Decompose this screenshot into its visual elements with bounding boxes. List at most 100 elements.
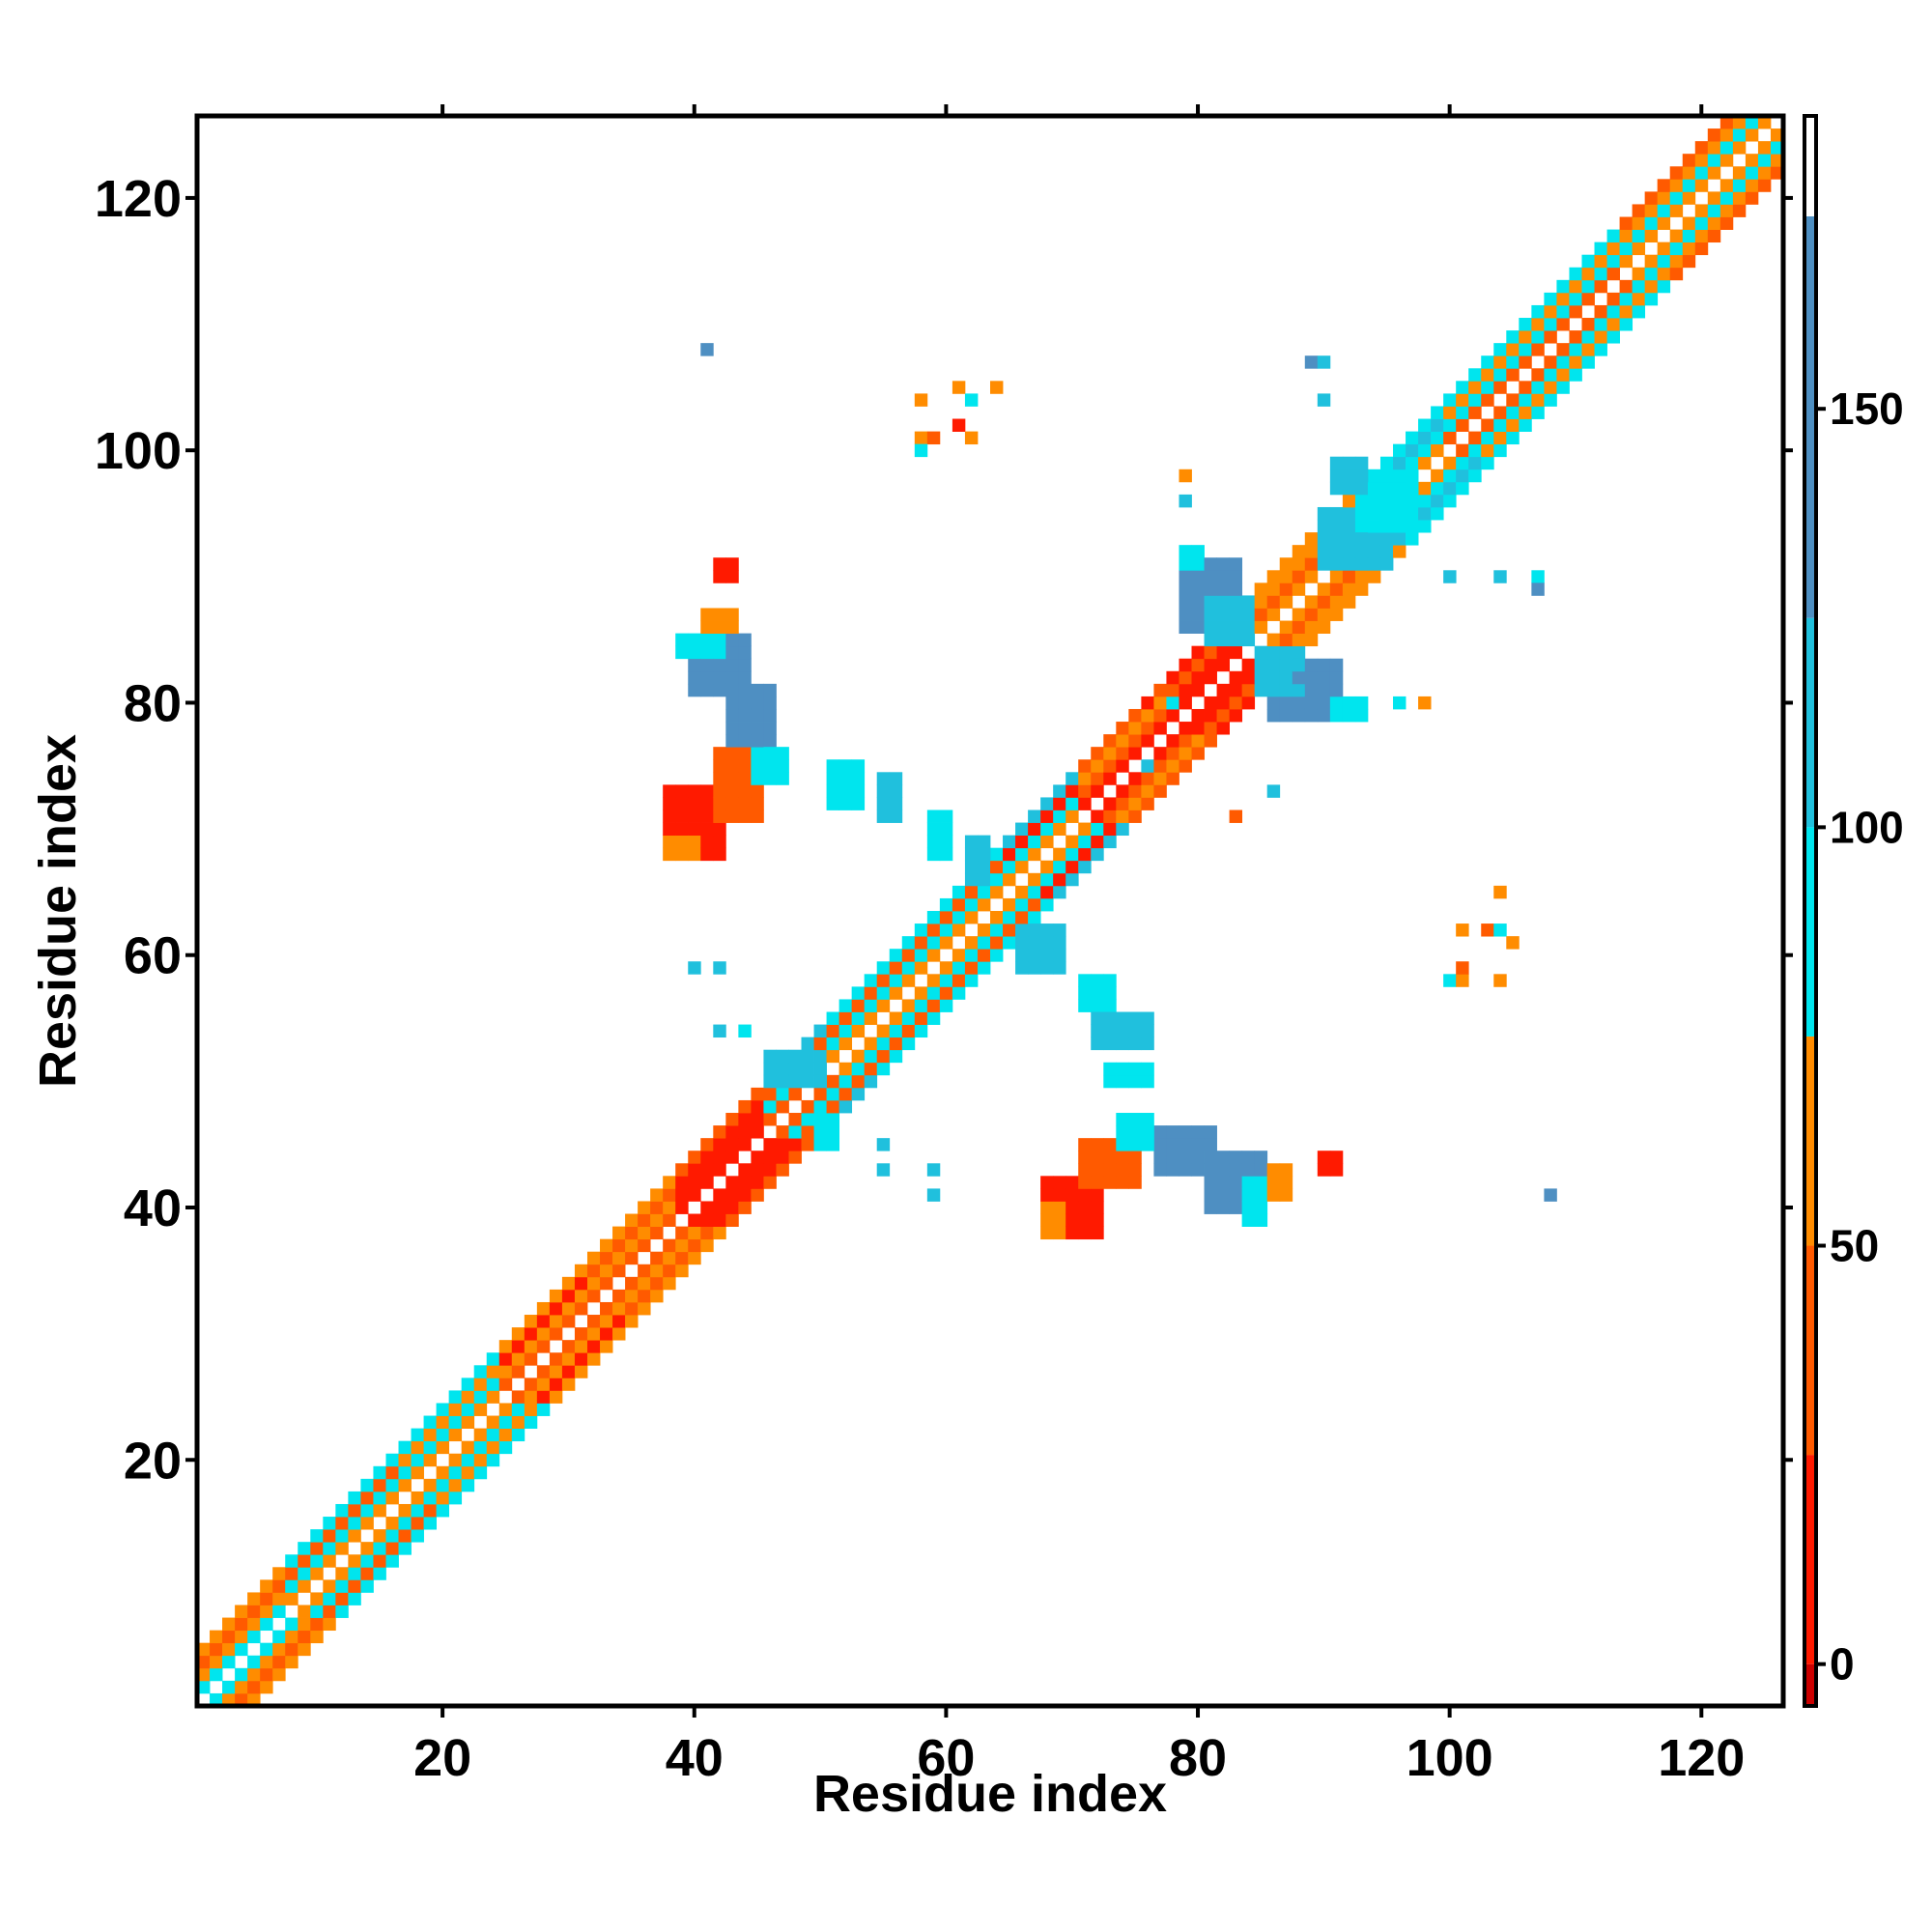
heatmap-cell [1078,1176,1092,1189]
heatmap-cell [1015,961,1029,975]
y-axis-ticks: 20 40 60 80 100 120 [95,170,1793,1490]
heatmap-cell [1053,949,1066,962]
heatmap-cell [851,797,866,810]
heatmap-cell [1367,570,1381,583]
colorbar-band [1804,116,1816,216]
heatmap-cell [926,923,941,937]
heatmap-cell [1569,368,1582,382]
heatmap-cell [1128,1163,1142,1177]
heatmap-cell [1103,797,1117,810]
heatmap-cell [298,1642,311,1657]
heatmap-cell [600,1251,613,1265]
heatmap-cell [1266,570,1281,583]
heatmap-cell [851,759,866,773]
x-axis-title: Residue index [813,1765,1167,1823]
heatmap-cell [285,1567,298,1580]
heatmap-cell [990,911,1004,924]
heatmap-cell [763,1087,777,1101]
heatmap-cell [1317,670,1331,685]
heatmap-cell [964,961,979,975]
heatmap-cell [1317,545,1331,558]
heatmap-cell [1581,279,1595,294]
heatmap-cell [939,835,953,849]
heatmap-cell [1406,520,1419,533]
heatmap-cell [1329,582,1344,596]
heatmap-cell [926,1188,941,1202]
heatmap-cell [1544,292,1557,306]
heatmap-cell [436,1503,450,1518]
heatmap-cell [751,784,764,798]
heatmap-cell [1103,772,1117,785]
heatmap-cell [1116,784,1129,798]
heatmap-cell [1153,747,1167,760]
heatmap-cell [700,835,714,849]
heatmap-cell [423,1503,437,1518]
heatmap-cell [1379,494,1394,508]
heatmap-cell [1393,696,1406,710]
heatmap-cell [1456,456,1469,470]
heatmap-cell [1531,318,1545,331]
heatmap-cell [1015,885,1029,899]
heatmap-cell [1153,1151,1167,1164]
heatmap-cell [914,443,928,458]
heatmap-cell [1179,620,1192,634]
heatmap-cell [1254,645,1268,660]
heatmap-cell [1003,847,1016,862]
heatmap-cell [1443,431,1457,445]
heatmap-cell [1241,620,1256,634]
heatmap-cell [1141,1074,1154,1089]
heatmap-cell [1141,734,1154,748]
heatmap-cell [864,1011,878,1025]
heatmap-cell [1581,254,1595,269]
heatmap-cell [285,1579,298,1593]
heatmap-cell [725,722,739,735]
heatmap-cell [398,1453,412,1467]
heatmap-cell [1632,216,1646,230]
heatmap-cell [1707,229,1721,243]
heatmap-cell [926,911,941,924]
heatmap-cell [638,1238,651,1253]
heatmap-cell [713,822,726,837]
heatmap-cell [524,1340,538,1353]
heatmap-cell [1015,860,1029,874]
heatmap-cell [1619,229,1634,243]
heatmap-cell [1317,708,1331,723]
heatmap-cell [1128,1024,1142,1038]
heatmap-cell [486,1440,500,1455]
heatmap-cell [348,1491,361,1505]
heatmap-cell [1241,595,1256,609]
heatmap-cell [1229,595,1243,609]
heatmap-cell [1216,595,1230,609]
heatmap-cell [1354,545,1369,558]
heatmap-cell [511,1415,526,1429]
heatmap-cell [1091,747,1104,760]
heatmap-cell [1317,506,1331,521]
heatmap-cell [235,1667,248,1682]
heatmap-cell [385,1465,399,1480]
heatmap-cell [1644,229,1659,243]
heatmap-cell [1141,797,1154,810]
heatmap-cell [1266,1163,1281,1177]
heatmap-cell [1544,381,1557,394]
heatmap-cell [1657,267,1671,281]
heatmap-cell [373,1465,386,1480]
heatmap-cell [1581,292,1595,306]
heatmap-cell [1053,1213,1066,1227]
heatmap-cell [977,885,991,899]
heatmap-cell [738,772,752,785]
heatmap-cell [864,1062,878,1076]
heatmap-cell [1091,1138,1104,1151]
heatmap-cell [1116,797,1129,810]
heatmap-cell [222,1630,236,1644]
heatmap-cell [197,1680,211,1694]
heatmap-cell [1103,1062,1117,1076]
heatmap-cell [650,1213,664,1227]
heatmap-cell [964,847,979,862]
heatmap-cell [675,810,689,823]
heatmap-cell [1594,254,1607,269]
heatmap-cell [1304,696,1319,710]
heatmap-cell [1166,670,1179,685]
heatmap-cell [1379,469,1394,483]
heatmap-cell [1644,191,1659,205]
heatmap-cell [398,1440,412,1455]
